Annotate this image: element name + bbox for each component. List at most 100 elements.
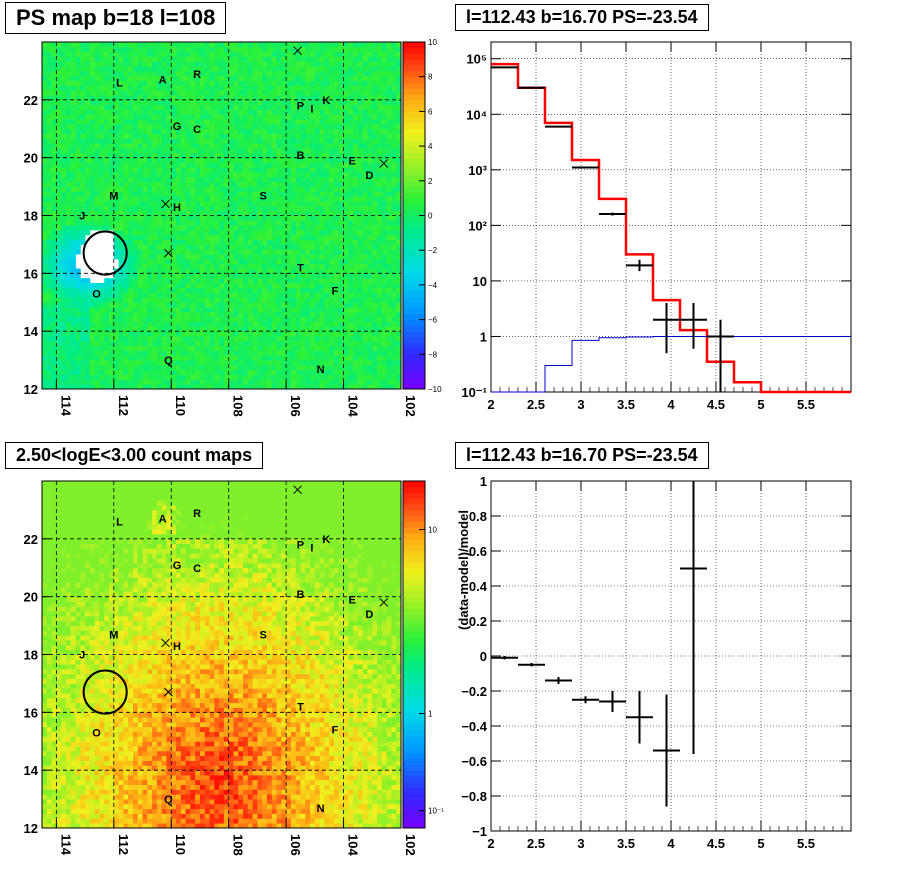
heatmap-cell (290, 210, 297, 216)
heatmap-cell (123, 123, 129, 130)
heatmap-cell (166, 133, 172, 139)
heatmap-cell (252, 51, 258, 57)
heatmap-cell (266, 162, 273, 168)
heatmap-cell (276, 104, 282, 110)
heatmap-cell (271, 379, 277, 385)
heatmap-cell (295, 61, 301, 67)
heatmap-cell (314, 297, 321, 303)
heatmap-cell (142, 369, 148, 375)
heatmap-cell (281, 114, 287, 120)
heatmap-cell (56, 234, 62, 240)
heatmap-cell (118, 205, 124, 212)
heatmap-cell (190, 104, 196, 110)
heatmap-cell (42, 335, 48, 342)
heatmap-cell (310, 210, 316, 216)
heatmap-cell (75, 114, 81, 120)
heatmap-cell (161, 278, 167, 284)
heatmap-cell (223, 138, 230, 144)
heatmap-cell (109, 157, 115, 163)
heatmap-cell (329, 181, 335, 187)
heatmap-cell (195, 234, 201, 240)
heatmap-cell (65, 374, 72, 380)
heatmap-cell (199, 249, 206, 255)
heatmap-cell (190, 297, 196, 303)
heatmap-cell (190, 355, 196, 361)
heatmap-cell (257, 225, 263, 231)
heatmap-cell (214, 249, 220, 255)
heatmap-cell (214, 205, 220, 212)
heatmap-cell (161, 335, 167, 342)
heatmap-cell (238, 282, 244, 289)
heatmap-cell (180, 254, 186, 260)
heatmap-cell (252, 46, 258, 53)
heatmap-cell (142, 119, 148, 125)
heatmap-cell (99, 176, 105, 183)
heatmap-cell (367, 114, 373, 120)
heatmap-cell (377, 311, 383, 318)
heatmap-cell (305, 162, 311, 168)
heatmap-cell (257, 114, 263, 120)
heatmap-cell (319, 316, 325, 322)
heatmap-cell (65, 321, 72, 327)
heatmap-cell (324, 42, 330, 48)
heatmap-cell (247, 138, 254, 144)
heatmap-cell (180, 268, 186, 274)
heatmap-cell (70, 220, 76, 226)
heatmap-cell (343, 278, 349, 284)
heatmap-cell (257, 51, 263, 57)
heatmap-cell (61, 360, 67, 366)
heatmap-cell (104, 340, 110, 347)
heatmap-cell (367, 244, 373, 250)
heatmap-cell (271, 229, 277, 236)
heatmap-cell (290, 176, 297, 183)
heatmap-cell (185, 61, 191, 67)
heatmap-cell (233, 85, 239, 91)
heatmap-cell (123, 85, 129, 91)
heatmap-cell (343, 321, 349, 327)
heatmap-cell (51, 162, 57, 168)
heatmap-cell (94, 321, 100, 327)
heatmap-cell (295, 99, 301, 106)
heatmap-cell (223, 114, 230, 120)
heatmap-cell (80, 369, 86, 375)
heatmap-cell (199, 75, 206, 81)
heatmap-cell (314, 148, 321, 154)
heatmap-cell (247, 292, 254, 298)
heatmap-cell (266, 244, 273, 250)
heatmap-cell (319, 263, 325, 269)
heatmap-cell (195, 220, 201, 226)
heatmap-cell (195, 210, 201, 216)
heatmap-cell (171, 326, 177, 332)
heatmap-cell (262, 51, 268, 57)
heatmap-cell (123, 162, 129, 168)
heatmap-cell (128, 350, 134, 356)
heatmap-cell (65, 133, 72, 139)
heatmap-cell (343, 311, 349, 318)
heatmap-cell (247, 340, 254, 347)
heatmap-cell (99, 210, 105, 216)
heatmap-cell (185, 143, 191, 149)
heatmap-cell (262, 278, 268, 284)
heatmap-cell (132, 287, 139, 294)
heatmap-cell (333, 90, 340, 96)
heatmap-cell (85, 42, 91, 48)
heatmap-cell (65, 249, 72, 255)
heatmap-cell (156, 152, 163, 159)
heatmap-cell (362, 229, 368, 236)
heatmap-cell (271, 331, 277, 337)
heatmap-cell (266, 172, 273, 178)
heatmap-cell (286, 90, 292, 96)
heatmap-cell (266, 369, 273, 375)
heatmap-cell (348, 210, 354, 216)
heatmap-cell (171, 229, 177, 236)
heatmap-cell (219, 66, 225, 72)
heatmap-cell (113, 104, 119, 110)
heatmap-cell (290, 85, 297, 91)
heatmap-cell (80, 316, 86, 322)
heatmap-cell (243, 360, 249, 366)
heatmap-cell (75, 99, 81, 106)
heatmap-cell (238, 335, 244, 342)
heatmap-cell (156, 263, 163, 269)
heatmap-cell (233, 123, 239, 130)
heatmap-cell (185, 167, 191, 173)
